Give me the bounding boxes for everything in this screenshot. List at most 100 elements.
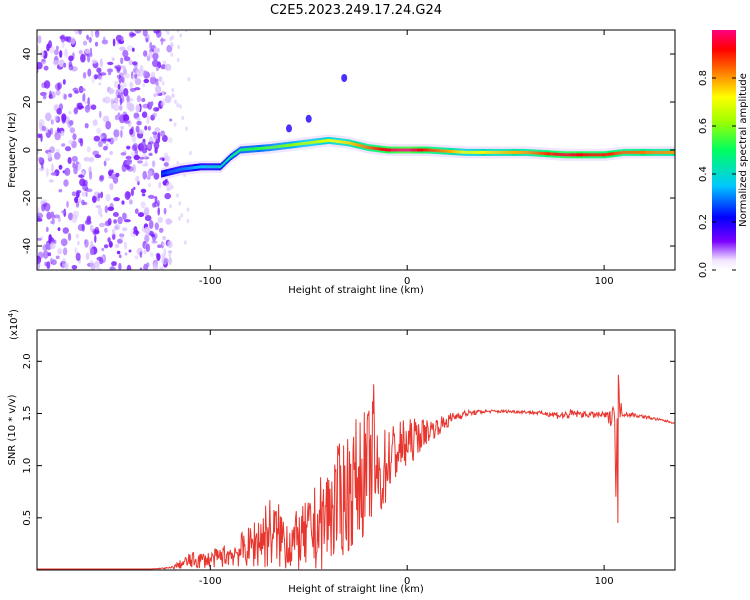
ridge-core [229, 156, 231, 160]
ridge-core [309, 141, 312, 145]
ridge-core [510, 150, 513, 154]
ridge-core [335, 139, 337, 143]
noise-speck [113, 103, 120, 112]
noise-speck [166, 30, 170, 35]
ridge-core [233, 152, 236, 156]
ridge-core [261, 146, 264, 150]
noise-speck [87, 68, 92, 77]
noise-speck [57, 82, 63, 90]
ridge-core [187, 166, 190, 170]
snr-scale-label: (x104) [7, 309, 20, 340]
noise-speck [55, 116, 61, 123]
noise-speck [179, 33, 183, 38]
ridge-core [275, 145, 277, 149]
noise-speck [109, 151, 113, 155]
noise-speck [138, 69, 144, 77]
ridge-core [334, 139, 336, 143]
noise-speck [66, 200, 69, 208]
ridge-core [271, 145, 273, 149]
ridge-core [643, 150, 646, 154]
ridge-core [166, 171, 168, 175]
ridge-core [215, 165, 217, 169]
noise-speck [95, 30, 100, 38]
colorbar-tick-label: 0.4 [698, 166, 709, 182]
colorbar-ticks: 0.0 0.2 0.4 0.6 0.8 [698, 70, 736, 278]
noise-speck [159, 266, 165, 270]
noise-speck [55, 255, 60, 260]
noise-speck [113, 97, 119, 104]
ridge-core [494, 150, 497, 154]
ridge-core [332, 139, 334, 143]
noise-speck [160, 130, 166, 137]
ridge-core [375, 147, 378, 151]
ridge-core [608, 152, 610, 156]
noise-speck [169, 36, 173, 41]
noise-speck [154, 113, 158, 117]
ridge-core [459, 150, 461, 154]
ridge-core [624, 150, 627, 154]
noise-speck [107, 206, 115, 212]
noise-speck [171, 87, 175, 93]
noise-speck [83, 239, 87, 245]
ridge-core [558, 152, 561, 156]
ridge-core [324, 139, 327, 143]
noise-speck [94, 260, 100, 269]
ridge-core [536, 151, 538, 155]
ridge-core [246, 147, 249, 151]
ridge-core [287, 143, 289, 147]
noise-speck [44, 202, 51, 212]
noise-speck [130, 151, 134, 158]
noise-speck [37, 218, 43, 222]
ridge-core [260, 146, 263, 150]
noise-region [37, 30, 192, 270]
noise-speck [121, 200, 125, 205]
noise-speck [86, 34, 89, 40]
ridge-core [234, 152, 237, 156]
ridge-core [298, 142, 301, 146]
noise-speck [83, 201, 88, 206]
ridge-core [445, 149, 448, 153]
noise-speck [129, 128, 134, 135]
noise-speck [120, 36, 124, 42]
noise-speck [75, 233, 80, 239]
noise-speck [122, 227, 128, 232]
ridge-core [266, 146, 268, 150]
ridge-core [297, 142, 300, 146]
noise-speck [50, 259, 57, 266]
noise-speck [149, 252, 154, 258]
ridge-core [311, 140, 314, 144]
ridge-core [663, 150, 665, 154]
noise-speck [95, 204, 101, 209]
ridge-core [563, 153, 566, 157]
noise-speck [90, 30, 94, 38]
noise-speck [186, 207, 190, 212]
ridge-layer [161, 74, 675, 180]
noise-speck [37, 251, 44, 259]
snr-panel: -100 0 100 0.5 1.0 1.5 2.0 Height of straight … [7, 309, 676, 595]
noise-speck [114, 243, 120, 249]
ridge-core [524, 150, 526, 154]
ridge-core [646, 150, 648, 154]
noise-speck [153, 30, 160, 34]
ridge-core [202, 165, 204, 169]
ridge-core [331, 139, 333, 143]
noise-speck [73, 107, 79, 115]
noise-speck [166, 44, 173, 53]
ridge-core [581, 153, 584, 157]
noise-speck [135, 229, 139, 236]
ridge-core [168, 170, 171, 174]
ridge-core [189, 166, 192, 170]
noise-speck [115, 89, 119, 97]
ridge-core [279, 144, 281, 148]
noise-speck [57, 227, 61, 232]
noise-speck [176, 102, 180, 108]
noise-speck [135, 117, 141, 121]
ridge-core [493, 150, 496, 154]
noise-speck [68, 139, 74, 145]
noise-speck [126, 101, 132, 110]
ridge-core [406, 148, 408, 152]
ridge-core [460, 150, 462, 154]
ridge-core [425, 148, 428, 152]
ridge-core [605, 153, 607, 157]
ridge-core [371, 146, 374, 150]
